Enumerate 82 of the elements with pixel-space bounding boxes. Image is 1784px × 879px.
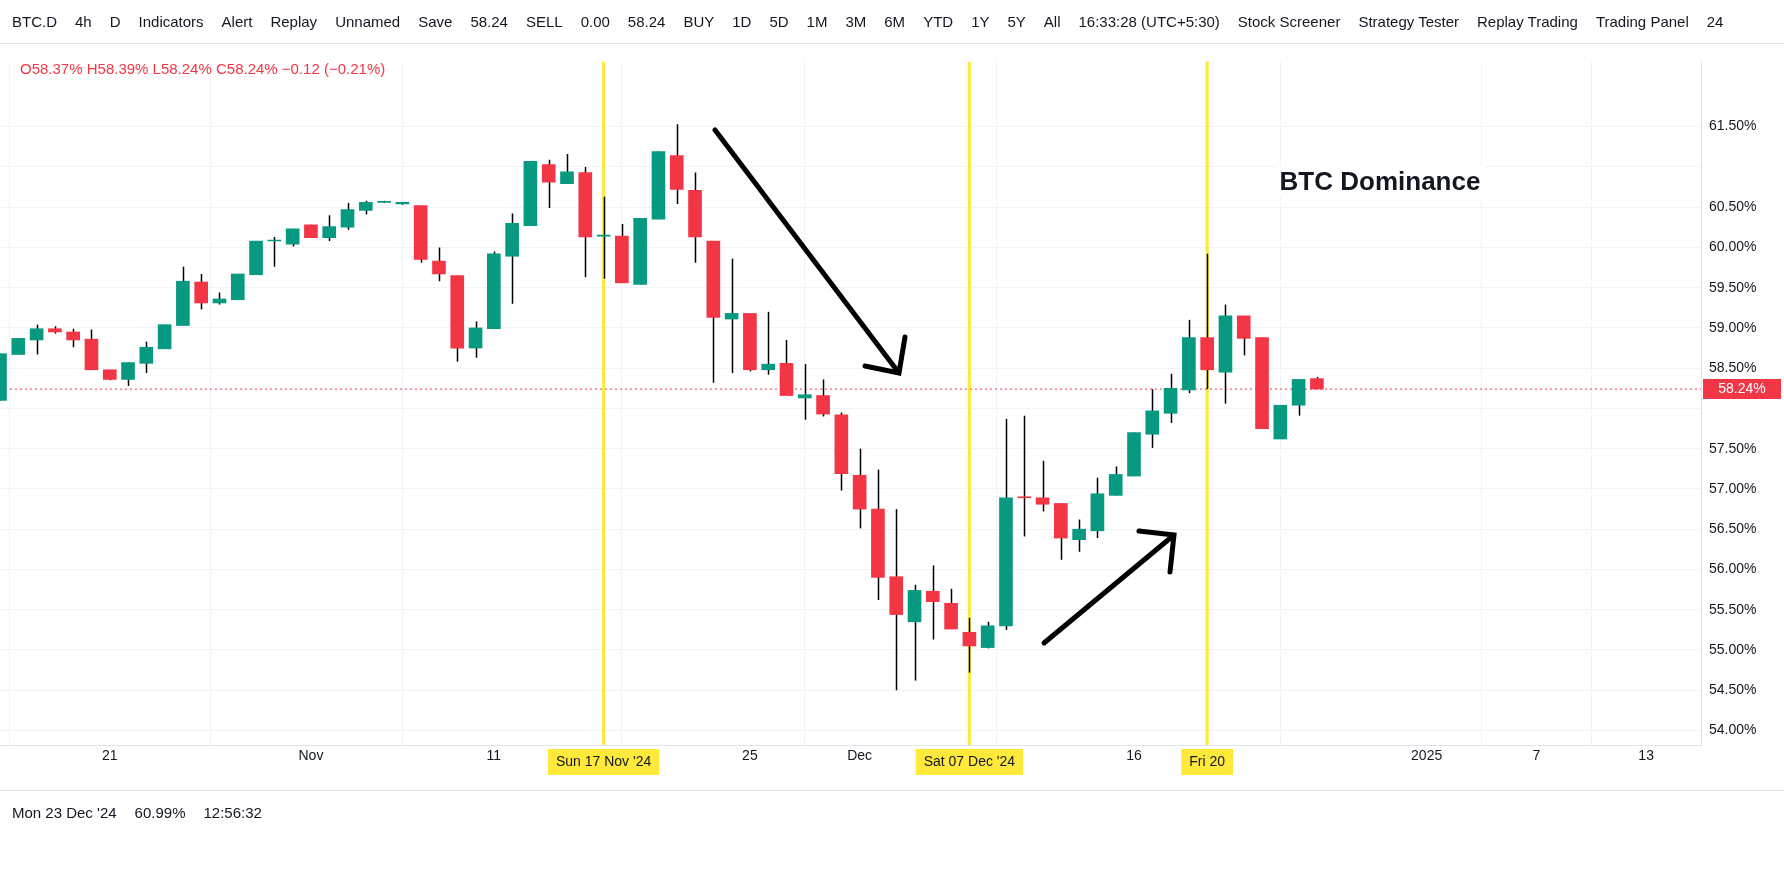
x-tick-label: 21 <box>101 747 118 764</box>
y-tick-label: 59.50% <box>1709 278 1757 295</box>
text: Stock Screener <box>1237 13 1341 30</box>
candlestick <box>432 246 446 282</box>
text: Replay Trading <box>1477 13 1578 30</box>
candlestick <box>139 340 154 374</box>
candlestick <box>1108 465 1123 497</box>
candlestick <box>560 153 574 185</box>
candlestick <box>724 257 739 374</box>
candlestick <box>1035 460 1050 513</box>
text: 4h <box>75 13 92 30</box>
candlestick <box>980 621 995 650</box>
x-tick-label: Nov <box>298 747 324 764</box>
y-tick-label: 54.00% <box>1709 721 1757 738</box>
candlestick <box>925 564 940 641</box>
candlestick <box>1236 315 1251 357</box>
candlestick <box>1072 518 1086 553</box>
text: SELL <box>525 13 563 30</box>
text: 1D <box>732 13 752 30</box>
ref-line-label: Sun 17 Nov '24 <box>555 752 652 769</box>
candlestick <box>121 361 135 387</box>
y-tick-label: 57.00% <box>1709 479 1757 496</box>
y-tick-label: 60.50% <box>1709 198 1757 214</box>
candlestick <box>194 273 209 311</box>
text: 16:33:28 (UTC+5:30) <box>1078 13 1220 30</box>
text: Alert <box>221 13 253 30</box>
candlestick <box>29 323 44 356</box>
x-tick-label: 13 <box>1638 747 1655 764</box>
text: Trading Panel <box>1595 13 1689 30</box>
text: 24 <box>1706 13 1724 30</box>
text: Strategy Tester <box>1358 13 1459 30</box>
text: Indicators <box>138 13 204 30</box>
text: 0.00 <box>580 13 610 30</box>
text: BTC.D <box>12 13 57 30</box>
text: Save <box>418 13 453 30</box>
x-tick-label: 25 <box>742 747 758 764</box>
text: Unnamed <box>335 13 401 30</box>
x-tick-label: 16 <box>1126 747 1142 764</box>
text: D <box>109 13 121 30</box>
text: BTC Dominance <box>1275 166 1485 197</box>
text: BUY <box>683 13 715 30</box>
candlestick <box>1017 414 1032 538</box>
y-tick-label: 58.50% <box>1709 359 1757 376</box>
x-tick-label: 2025 <box>1411 747 1443 764</box>
text: 6M <box>884 13 906 30</box>
text: All <box>1043 13 1061 30</box>
text: 1Y <box>971 13 990 30</box>
candlestick <box>541 158 556 209</box>
candlestick <box>468 320 483 359</box>
ref-line-label: 58.24% <box>1718 379 1766 396</box>
text: 12:56:32 <box>203 804 262 821</box>
candlestick <box>340 202 355 231</box>
y-tick-label: 55.50% <box>1709 600 1757 617</box>
y-tick-label: 57.50% <box>1709 439 1757 456</box>
y-tick-label: 55.00% <box>1709 640 1757 657</box>
x-tick-label: 11 <box>486 747 502 764</box>
y-tick-label: 56.50% <box>1709 520 1757 537</box>
text: 58.24 <box>627 13 666 30</box>
text: 5Y <box>1007 13 1026 30</box>
y-tick-label: 61.50% <box>1709 117 1757 134</box>
ref-line-label: Fri 20 <box>1189 752 1226 769</box>
y-tick-label: 54.50% <box>1709 681 1757 698</box>
candlestick <box>962 617 977 674</box>
text: YTD <box>923 13 954 30</box>
y-tick-label: 59.00% <box>1709 318 1757 335</box>
candlestick <box>761 311 776 376</box>
text: 60.99% <box>134 804 186 821</box>
ref-line-label: Sat 07 Dec '24 <box>923 752 1016 769</box>
x-tick-label: 7 <box>1532 747 1541 764</box>
y-tick-label: 56.00% <box>1709 560 1757 577</box>
text: 5D <box>769 13 789 30</box>
text: Replay <box>270 13 318 30</box>
text: 58.24 <box>470 13 508 30</box>
candlestick <box>66 327 80 348</box>
text: 1M <box>806 13 828 30</box>
text: 3M <box>845 13 867 30</box>
y-tick-label: 60.00% <box>1709 238 1757 255</box>
x-tick-label: Dec <box>847 747 873 764</box>
chart-subtitle: O58.37% H58.39% L58.24% C58.24% −0.12 (−0.21%) <box>20 60 386 77</box>
text: Mon 23 Dec '24 <box>12 804 117 821</box>
candlestick <box>322 214 337 242</box>
candlestick <box>797 363 812 421</box>
